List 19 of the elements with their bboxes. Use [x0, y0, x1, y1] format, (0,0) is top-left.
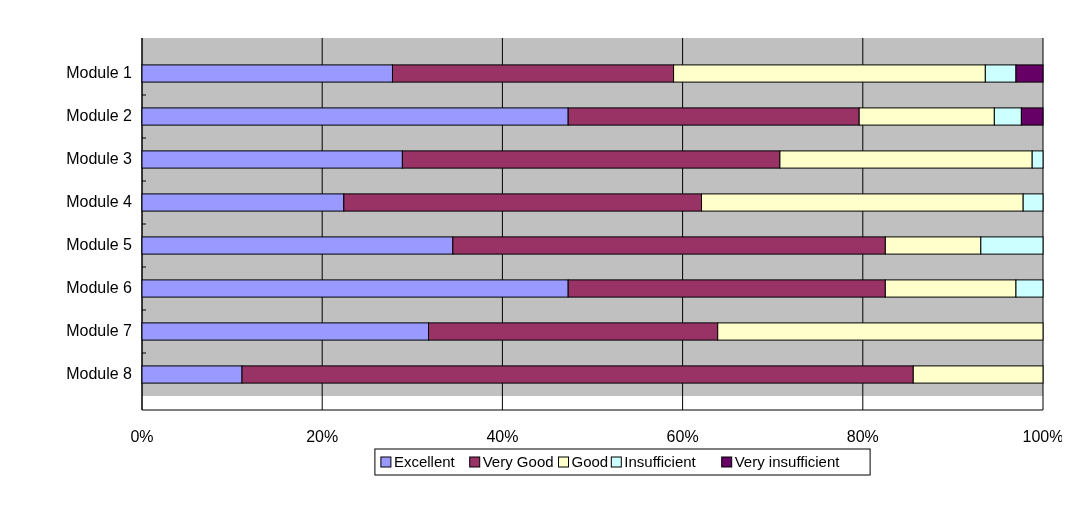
legend-label: Good [571, 453, 609, 470]
x-tick-label: 80% [846, 428, 879, 445]
y-tick-label: Module 3 [66, 149, 133, 167]
x-tick-label: 60% [666, 428, 699, 445]
y-tick-label: Module 7 [66, 321, 133, 339]
x-tick-label: 0% [130, 428, 154, 445]
x-tick-label: 40% [486, 428, 519, 445]
y-tick-label: Module 1 [66, 63, 133, 81]
y-tick-label: Module 5 [66, 235, 133, 253]
legend-label: Insufficient [624, 453, 697, 470]
legend-label: Very Good [482, 453, 554, 470]
y-tick-label: Module 6 [66, 278, 133, 296]
y-tick-label: Module 8 [66, 364, 133, 382]
x-tick-label: 20% [306, 428, 339, 445]
y-tick-label: Module 4 [66, 192, 133, 210]
x-tick-label: 100% [1022, 428, 1064, 445]
legend-label: Excellent [393, 453, 456, 470]
y-tick-label: Module 2 [66, 106, 133, 124]
legend-label: Very insufficient [734, 453, 841, 470]
